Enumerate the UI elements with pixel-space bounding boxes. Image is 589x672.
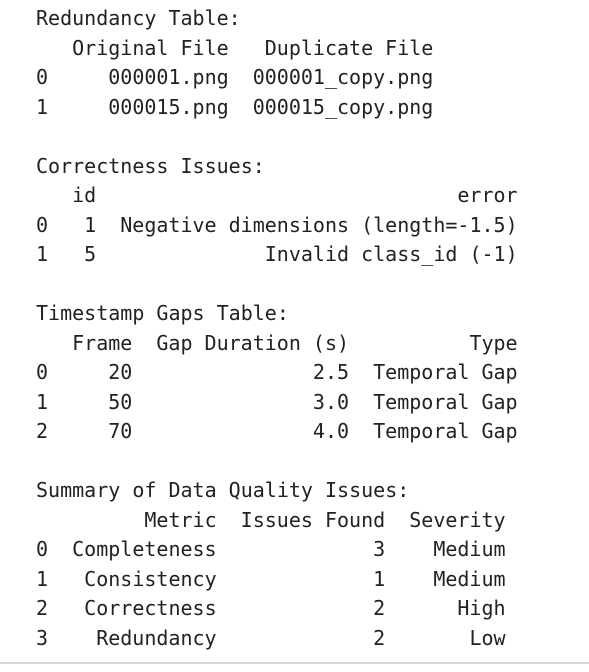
column-header: Metric	[144, 507, 217, 532]
column-header: Original File	[72, 35, 229, 60]
table-cell: 70	[108, 419, 133, 443]
table-cell: High	[457, 596, 506, 620]
column-header: Duplicate File	[264, 35, 434, 60]
row-index: 0	[36, 537, 49, 561]
column-header: Type	[469, 330, 518, 355]
table-cell: 1	[84, 212, 97, 237]
table-cell: 2.5	[312, 360, 350, 384]
table-cell: 5	[84, 242, 97, 266]
row-index: 2	[36, 419, 49, 443]
row-index: 1	[36, 94, 49, 119]
table-cell: 2	[373, 625, 386, 650]
table-cell: Completeness	[72, 537, 217, 561]
table-cell: 000001_copy.png	[252, 65, 434, 89]
table-cell: 2	[373, 596, 386, 620]
table-cell: 4.0	[312, 419, 350, 443]
table-cell: Correctness	[84, 596, 217, 620]
table-cell: 3	[373, 537, 386, 561]
row-index: 0	[36, 65, 49, 89]
table-cell: 20	[108, 360, 133, 384]
row-index: 1	[36, 242, 49, 266]
column-header: Severity	[409, 507, 506, 532]
row-index: 1	[36, 389, 49, 414]
table-cell: 50	[108, 389, 133, 414]
table-cell: Low	[469, 625, 506, 650]
table-cell: 1	[373, 566, 386, 591]
column-header: id	[72, 183, 97, 207]
row-index: 1	[36, 566, 49, 591]
table-cell: Redundancy	[96, 625, 217, 650]
section-title: Timestamp Gaps Table:	[36, 301, 289, 325]
table-cell: Consistency	[84, 566, 217, 591]
cell-border	[0, 662, 589, 664]
table-cell: Negative dimensions (length=-1.5)	[120, 212, 518, 237]
row-index: 3	[36, 625, 49, 650]
table-cell: 3.0	[312, 389, 350, 414]
column-header: Gap Duration (s)	[156, 330, 350, 355]
table-cell: Invalid class_id (-1)	[264, 242, 518, 266]
table-cell: 000015.png	[108, 94, 229, 119]
column-header: Issues Found	[240, 507, 386, 532]
table-cell: 000015_copy.png	[252, 94, 434, 119]
section-title: Correctness Issues:	[36, 153, 265, 178]
column-header: Frame	[72, 330, 133, 355]
row-index: 2	[36, 596, 49, 620]
table-cell: Temporal Gap	[373, 360, 518, 384]
table-cell: Medium	[433, 537, 506, 561]
table-cell: 000001.png	[108, 65, 229, 89]
column-header: error	[457, 183, 518, 207]
section-title: Summary of Data Quality Issues:	[36, 478, 410, 502]
row-index: 0	[36, 360, 49, 384]
table-cell: Temporal Gap	[373, 419, 518, 443]
row-index: 0	[36, 212, 49, 237]
section-title: Redundancy Table:	[36, 6, 241, 30]
table-cell: Medium	[433, 566, 506, 591]
table-cell: Temporal Gap	[373, 389, 518, 414]
